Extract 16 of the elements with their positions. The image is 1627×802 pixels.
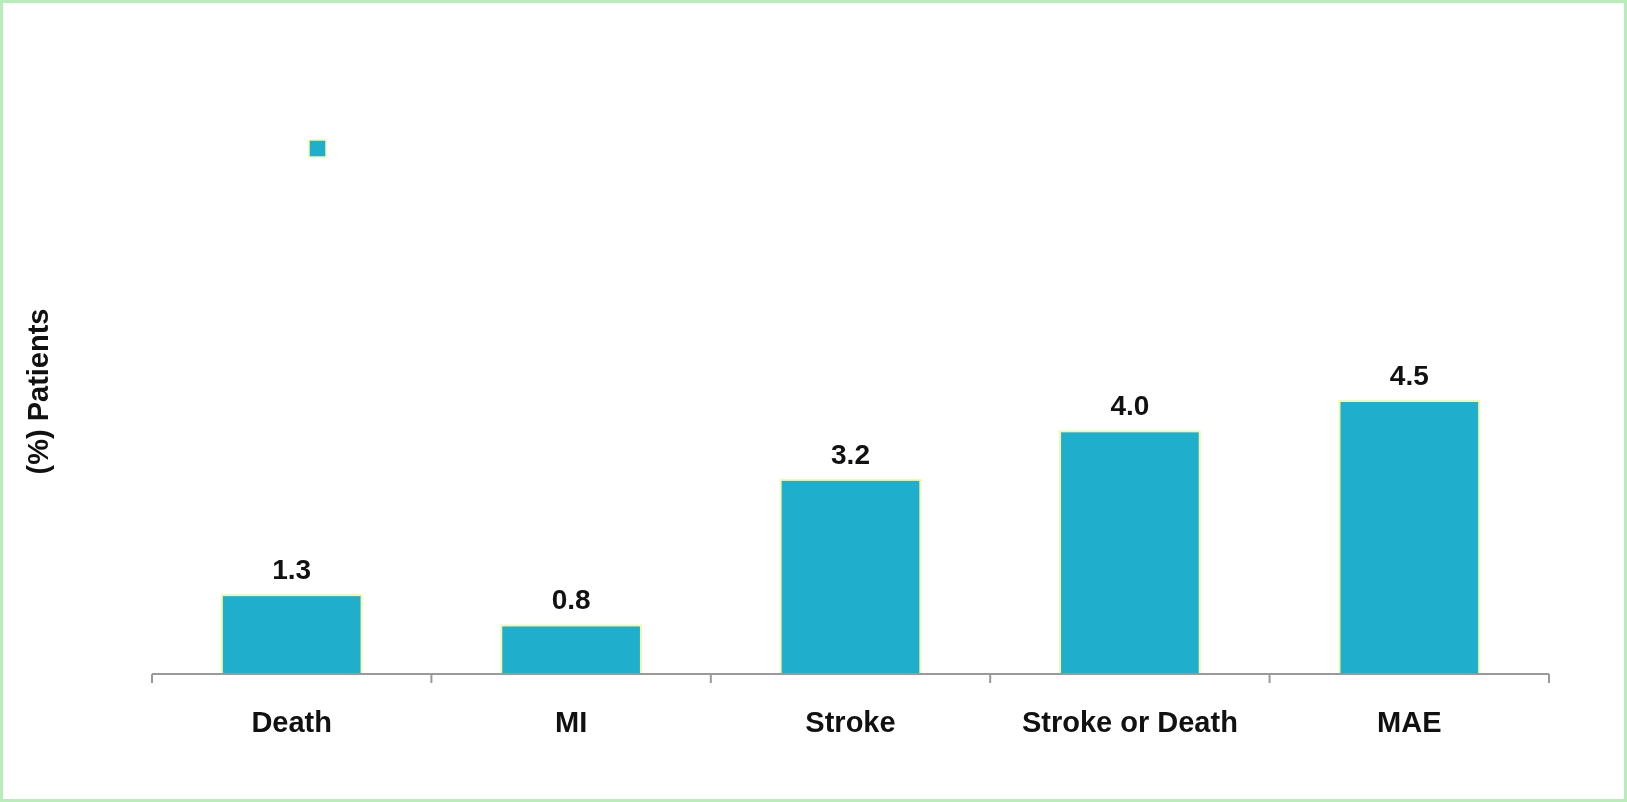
bar [1059, 430, 1201, 675]
x-tick-label: Stroke or Death [1021, 706, 1238, 738]
x-tick-label: MAE [1377, 706, 1442, 738]
x-tick-label: Stroke [805, 706, 896, 738]
bar [1338, 400, 1481, 675]
data-label: 4.0 [1110, 390, 1150, 422]
bar [779, 478, 922, 675]
bar [500, 624, 642, 675]
data-label: 3.2 [831, 438, 870, 470]
data-label: 4.5 [1389, 360, 1429, 391]
y-axis-title: (%) Patients [22, 308, 54, 475]
x-tick-label: MI [554, 706, 588, 738]
data-label: 0.8 [551, 584, 591, 616]
x-tick-label: Death [251, 706, 332, 738]
bar [220, 594, 363, 675]
data-label: 1.3 [272, 554, 312, 586]
